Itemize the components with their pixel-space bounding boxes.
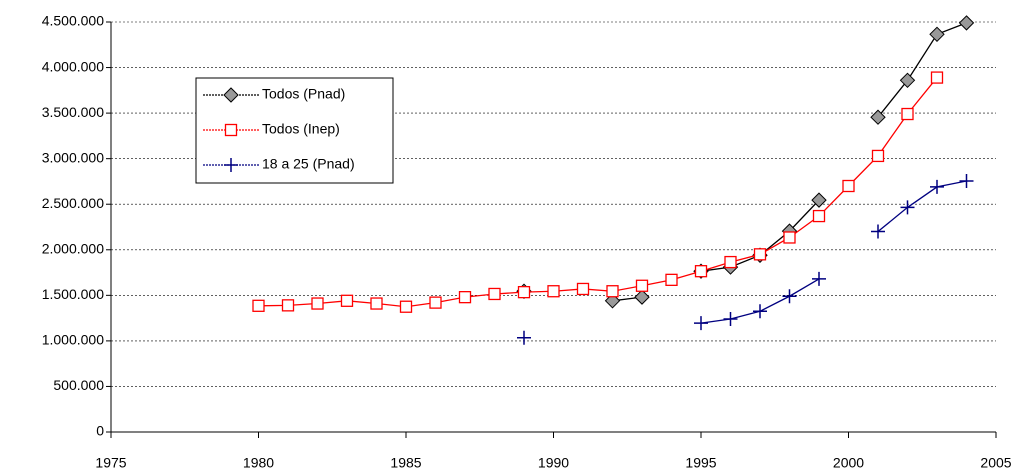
marker — [340, 294, 354, 307]
marker — [959, 173, 974, 188]
legend-label: Todos (Pnad) — [262, 86, 345, 102]
marker — [899, 72, 916, 89]
marker — [576, 282, 590, 296]
x-tick-label: 1975 — [95, 455, 126, 471]
marker — [930, 71, 944, 84]
marker — [842, 179, 855, 193]
x-tick-label: 2005 — [980, 455, 1011, 471]
y-tick-label: 1.000.000 — [42, 332, 104, 348]
x-tick-label: 1980 — [243, 455, 274, 471]
marker — [901, 107, 914, 121]
marker — [753, 304, 767, 319]
marker — [870, 109, 886, 125]
series-line — [700, 180, 967, 324]
x-tick-label: 2000 — [833, 455, 864, 471]
marker — [665, 273, 678, 286]
marker — [930, 179, 944, 194]
marker — [429, 296, 442, 309]
series-line — [612, 22, 967, 302]
marker — [783, 231, 796, 244]
legend-marker — [224, 158, 238, 172]
marker — [871, 224, 885, 239]
marker — [694, 265, 708, 278]
y-tick-label: 3.000.000 — [42, 149, 104, 165]
marker — [517, 285, 531, 299]
marker — [635, 279, 649, 292]
marker — [488, 287, 501, 301]
marker — [723, 312, 738, 327]
marker — [399, 300, 413, 313]
y-tick-label: 4.500.000 — [42, 13, 104, 29]
marker — [958, 15, 975, 31]
marker — [634, 289, 650, 305]
marker — [900, 200, 915, 215]
y-tick-label: 2.500.000 — [42, 195, 104, 211]
legend-label: Todos (Inep) — [262, 121, 340, 137]
x-tick-label: 1985 — [390, 455, 421, 471]
legend-marker — [224, 123, 238, 137]
marker — [871, 149, 885, 163]
marker — [370, 297, 383, 310]
legend-marker — [223, 87, 239, 103]
x-tick-label: 1995 — [685, 455, 716, 471]
y-tick-label: 0 — [96, 423, 104, 439]
marker — [753, 248, 767, 261]
y-tick-label: 3.500.000 — [42, 104, 104, 120]
marker — [517, 330, 531, 345]
marker — [458, 291, 472, 304]
y-tick-label: 4.000.000 — [42, 58, 104, 74]
marker — [311, 297, 324, 310]
marker — [252, 299, 265, 312]
x-tick-label: 1990 — [538, 455, 569, 471]
legend-label: 18 a 25 (Pnad) — [262, 156, 355, 172]
marker — [694, 316, 708, 331]
y-tick-label: 500.000 — [53, 377, 104, 393]
marker — [724, 255, 737, 269]
marker — [929, 26, 945, 43]
marker — [547, 285, 560, 298]
marker — [811, 192, 827, 208]
marker — [812, 271, 826, 286]
marker — [281, 299, 295, 312]
marker — [812, 209, 826, 223]
marker — [606, 285, 619, 298]
y-tick-label: 1.500.000 — [42, 286, 104, 302]
y-tick-label: 2.000.000 — [42, 240, 104, 256]
marker — [782, 289, 797, 304]
